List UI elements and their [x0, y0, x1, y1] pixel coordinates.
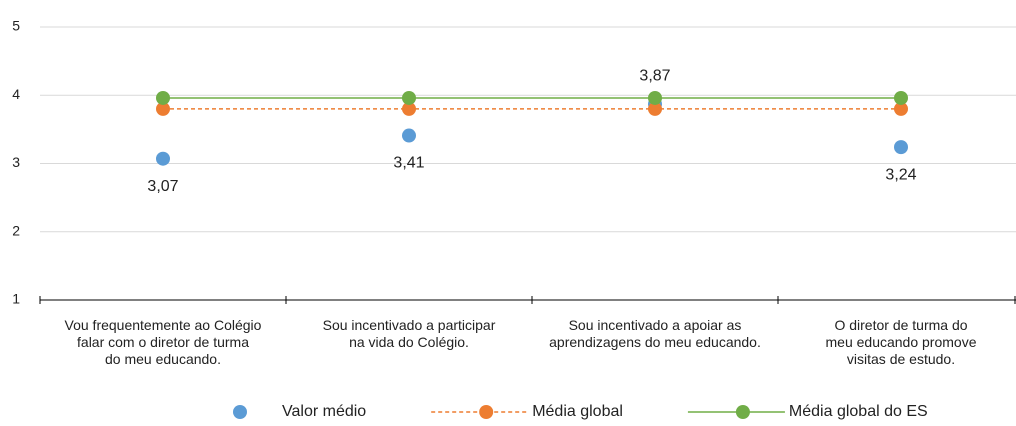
- x-tick-label-line: O diretor de turma do: [834, 317, 967, 333]
- data-point: [156, 90, 170, 105]
- legend-marker: [735, 405, 750, 419]
- x-tick-label-line: do meu educando.: [105, 351, 221, 367]
- x-tick-label-line: na vida do Colégio.: [349, 334, 469, 350]
- x-tick-label-line: falar com o diretor de turma: [77, 334, 249, 350]
- data-label: 3,87: [639, 67, 670, 84]
- x-tick-label: O diretor de turma do meu educando promov…: [826, 317, 977, 367]
- legend-label: Valor médio: [282, 403, 366, 420]
- legend-marker: [233, 405, 247, 419]
- data-label: 3,41: [393, 155, 424, 172]
- data-label: 3,07: [147, 178, 178, 195]
- y-tick-label: 4: [12, 86, 20, 102]
- x-tick-label-line: Vou frequentemente ao Colégio: [65, 317, 262, 333]
- data-point: [894, 90, 908, 105]
- data-point: [402, 90, 416, 105]
- x-tick-label: Sou incentivado a participar na vida do C…: [323, 317, 496, 350]
- y-tick-label: 5: [12, 18, 20, 34]
- data-point: [402, 128, 416, 143]
- x-tick-label-line: Sou incentivado a participar: [323, 317, 496, 333]
- data-point: [402, 101, 416, 116]
- data-point: [648, 90, 662, 105]
- data-point: [648, 101, 662, 116]
- data-point: [894, 140, 908, 155]
- data-label: 3,24: [885, 166, 916, 183]
- legend-marker: [479, 405, 494, 419]
- x-tick-label-line: meu educando promove: [826, 334, 977, 350]
- data-point: [156, 101, 170, 116]
- legend-label: Média global: [532, 403, 623, 420]
- x-tick-label: Sou incentivado a apoiar as aprendizagens…: [549, 317, 761, 350]
- x-tick-label: Vou frequentemente ao Colégio falar com o…: [65, 317, 262, 367]
- data-point: [156, 151, 170, 166]
- x-tick-label-line: aprendizagens do meu educando.: [549, 334, 761, 350]
- y-tick-label: 2: [12, 222, 20, 238]
- y-tick-label: 3: [12, 154, 20, 170]
- x-tick-label-line: Sou incentivado a apoiar as: [569, 317, 742, 333]
- y-tick-label: 1: [12, 291, 20, 307]
- data-point: [894, 101, 908, 116]
- x-tick-label-line: visitas de estudo.: [847, 351, 955, 367]
- legend-label: Média global do ES: [789, 403, 928, 420]
